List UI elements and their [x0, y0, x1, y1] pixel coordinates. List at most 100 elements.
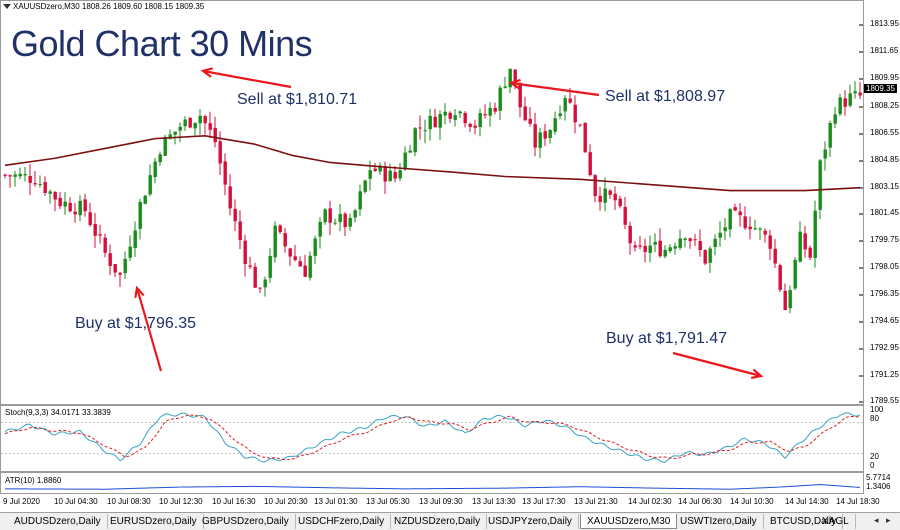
candle-body [268, 255, 272, 278]
price-tick-label: 1803.15 [870, 182, 899, 191]
stochastic-panel[interactable]: Stoch(9,3,3) 34.0171 33.3839 [0, 405, 864, 472]
candle-body [598, 195, 602, 202]
candle-body [468, 123, 472, 127]
time-tick-label: 13 Jul 17:30 [522, 497, 566, 506]
candle-body [323, 209, 327, 223]
candle-body [348, 217, 352, 227]
tab-scroll-right-icon[interactable]: ▸ [886, 515, 891, 525]
symbol-tab[interactable]: GBPUSDzero,Daily [196, 514, 296, 529]
candle-body [128, 246, 132, 258]
symbol-tab[interactable]: USDCHFzero,Daily [292, 514, 392, 529]
price-panel[interactable]: XAUUSDzero,M30 1808.26 1809.60 1808.15 1… [0, 0, 864, 405]
candle-body [313, 238, 317, 256]
symbol-info-text: XAUUSDzero,M30 1808.26 1809.60 1808.15 1… [13, 2, 205, 11]
candle-body [743, 216, 747, 229]
symbol-tab[interactable]: BTCUSD,Daily [764, 514, 844, 529]
sell-arrow-2 [508, 78, 600, 97]
time-tick-label: 10 Jul 08:30 [107, 497, 151, 506]
time-tick-label: 13 Jul 21:30 [574, 497, 618, 506]
candle-body [618, 198, 622, 207]
candle-body [628, 225, 632, 244]
stochastic-label: Stoch(9,3,3) 34.0171 33.3839 [5, 408, 111, 417]
tab-scroll-left-icon[interactable]: ◂ [874, 515, 879, 525]
candle-body [688, 238, 692, 242]
candle-body [108, 253, 112, 266]
symbol-tab[interactable]: USDJPYzero,Daily [482, 514, 579, 529]
candle-body [173, 131, 177, 135]
price-tick-label: 1796.35 [870, 289, 899, 298]
candle-body [548, 130, 552, 139]
candle-body [708, 248, 712, 263]
time-tick-label: 13 Jul 09:30 [419, 497, 463, 506]
candle-body [188, 117, 192, 128]
candle-body [483, 114, 487, 116]
symbol-tab[interactable]: USWTIzero,Daily [674, 514, 764, 529]
candle-body [633, 245, 637, 248]
candle-body [518, 82, 522, 108]
candle-body [673, 246, 677, 249]
candle-body [458, 111, 462, 114]
candle-body [158, 154, 162, 163]
atr-panel[interactable]: ATR(10) 1.8860 [0, 472, 864, 494]
candle-body [163, 136, 167, 156]
candle-body [43, 181, 47, 193]
dropdown-arrow-icon [3, 4, 11, 10]
symbol-tab[interactable]: AUDUSDzero,Daily [8, 514, 108, 529]
candle-body [248, 265, 252, 267]
symbol-tab[interactable]: NZDUSDzero,Daily [388, 514, 488, 529]
candle-body [763, 230, 767, 235]
price-tick-label: 1799.75 [870, 235, 899, 244]
candle-body [823, 149, 827, 159]
candle-body [103, 237, 107, 253]
candle-body [293, 256, 297, 261]
atr-tick-label: 5.7714 [866, 473, 891, 482]
candle-body [183, 119, 187, 127]
candle-body [453, 115, 457, 120]
time-tick-label: 14 Jul 02:30 [628, 497, 672, 506]
candle-body [113, 264, 117, 273]
atr-line [4, 484, 861, 490]
time-tick-label: 10 Jul 12:30 [159, 497, 203, 506]
time-tick-label: 14 Jul 10:30 [730, 497, 774, 506]
candle-body [803, 233, 807, 250]
symbol-tab[interactable]: XAGL [816, 514, 856, 529]
candle-body [28, 175, 32, 183]
candle-body [608, 190, 612, 195]
candle-body [613, 193, 617, 201]
candle-body [208, 123, 212, 130]
candle-body [328, 208, 332, 223]
candle-body [38, 184, 42, 186]
candle-body [713, 238, 717, 247]
candle-body [693, 239, 697, 241]
candle-body [333, 222, 337, 224]
candle-body [8, 175, 12, 177]
candle-body [533, 124, 537, 148]
candle-body [498, 87, 502, 111]
candle-body [398, 170, 402, 179]
candle-body [353, 210, 357, 218]
candle-body [703, 250, 707, 264]
symbol-tab[interactable]: EURUSDzero,Daily [104, 514, 204, 529]
stoch-tick-label: 80 [870, 414, 879, 423]
atr-svg [4, 484, 861, 490]
candle-body [478, 113, 482, 128]
candle-body [123, 258, 127, 274]
candle-body [813, 210, 817, 259]
candle-body [768, 235, 772, 249]
candle-body [723, 227, 727, 232]
candle-body [748, 226, 752, 230]
price-tick-label: 1798.05 [870, 262, 899, 271]
candle-body [428, 115, 432, 130]
candle-body [698, 240, 702, 251]
candle-body [783, 290, 787, 311]
price-tick-label: 1813.95 [870, 19, 899, 28]
candle-body [388, 170, 392, 182]
symbol-tab[interactable]: XAUUSDzero,M30 [580, 514, 678, 529]
candle-body [848, 93, 852, 106]
candle-body [528, 118, 532, 124]
stoch-signal-line [4, 414, 861, 461]
candle-body [858, 92, 862, 96]
candle-body [243, 240, 247, 265]
price-tick-label: 1806.55 [870, 128, 899, 137]
candle-body [288, 248, 292, 257]
